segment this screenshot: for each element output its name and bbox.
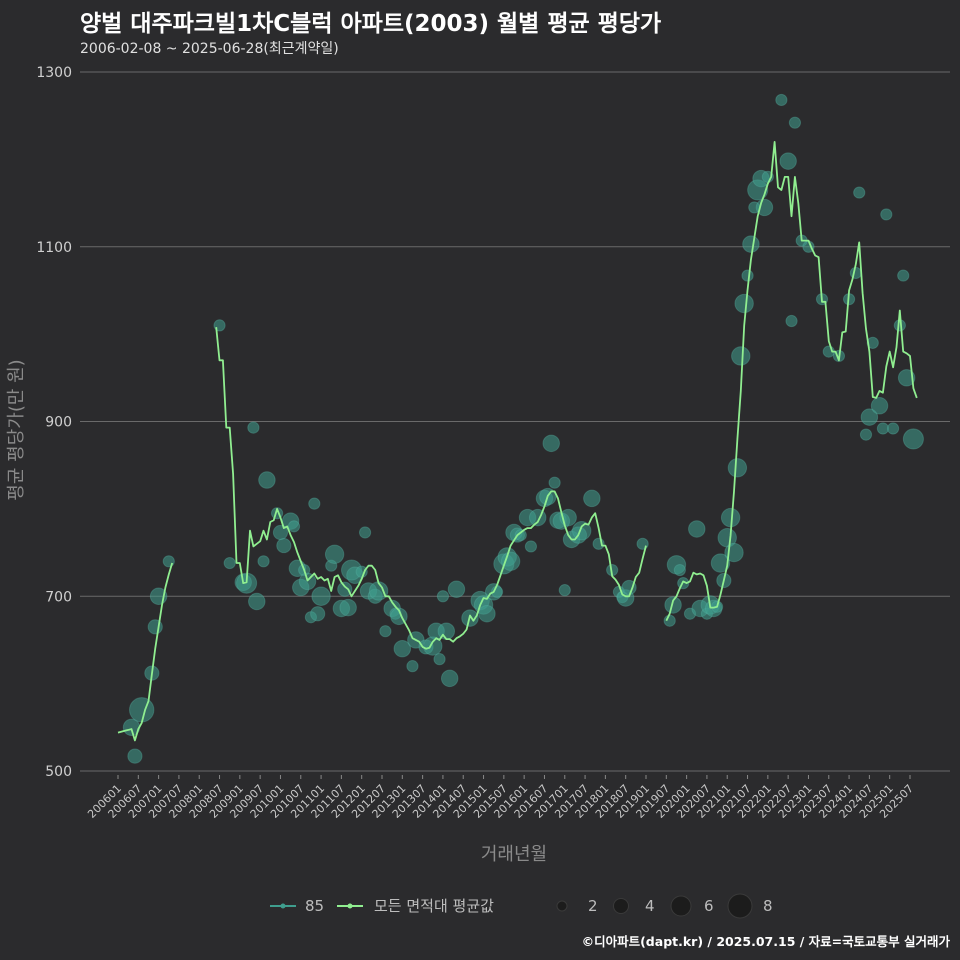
scatter-point[interactable] (902, 428, 924, 450)
y-tick-label: 500 (45, 764, 72, 780)
scatter-point[interactable] (393, 639, 412, 658)
y-tick-labels: 500 700 900 1100 1300 (36, 65, 72, 780)
legend-size-6: 6 (670, 895, 714, 917)
scatter-point[interactable] (528, 508, 547, 527)
scatter-point[interactable] (500, 551, 521, 571)
scatter-point[interactable] (337, 581, 353, 597)
scatter-point[interactable] (775, 93, 788, 107)
scatter-point[interactable] (308, 497, 321, 510)
average-line-segment[interactable] (117, 562, 174, 742)
scatter-point[interactable] (788, 116, 802, 129)
scatter-point[interactable] (859, 428, 873, 441)
grid-layer (80, 71, 950, 772)
scatter-point[interactable] (433, 653, 446, 666)
chart-title: 양벌 대주파크빌1차C블럭 아파트(2003) 월별 평균 평당가 (80, 11, 662, 37)
scatter-point[interactable] (897, 369, 916, 387)
scatter-point[interactable] (310, 606, 326, 622)
scatter-point[interactable] (849, 266, 862, 280)
scatter-point[interactable] (258, 471, 276, 489)
source-credit: ©디아파트(dapt.kr) / 2025.07.15 / 자료=국토교통부 실… (581, 934, 950, 949)
scatter-point[interactable] (663, 614, 676, 627)
scatter-point[interactable] (406, 660, 419, 673)
legend-size-label-2: 2 (588, 897, 598, 915)
y-tick-label: 1300 (36, 65, 72, 81)
legend-size-label-8: 8 (763, 897, 773, 915)
scatter-point[interactable] (257, 555, 270, 568)
scatter-point[interactable] (129, 697, 155, 723)
scatter-point[interactable] (287, 520, 301, 533)
scatter-point[interactable] (248, 592, 266, 611)
scatter-point[interactable] (710, 553, 731, 573)
x-tick-labels: 2006012006072007012007072008012008072009… (85, 775, 916, 821)
scatter-point[interactable] (779, 152, 797, 170)
legend-item-average[interactable]: 모든 면적대 평균값 (337, 897, 494, 915)
legend-size-4: 4 (613, 897, 655, 915)
scatter-point[interactable] (558, 584, 571, 597)
scatter-point[interactable] (127, 748, 143, 764)
legend-size-circle-2 (556, 900, 568, 912)
chart-subtitle: 2006-02-08 ~ 2025-06-28(최근계약일) (80, 41, 339, 57)
scatter-point[interactable] (673, 563, 686, 577)
x-axis-title: 거래년월 (481, 844, 547, 865)
scatter-point[interactable] (247, 421, 260, 434)
legend-item-85[interactable]: 85 (270, 897, 324, 915)
scatter-point[interactable] (583, 489, 601, 508)
legend-label-average: 모든 면적대 평균값 (374, 897, 494, 915)
scatter-point[interactable] (853, 186, 866, 199)
y-axis-title: 평균 평당가(만 원) (6, 359, 27, 500)
scatter-point[interactable] (742, 235, 760, 253)
scatter-point[interactable] (886, 422, 900, 435)
scatter-point[interactable] (860, 408, 879, 426)
legend-size-2: 2 (556, 897, 598, 915)
legend: 85 모든 면적대 평균값 2 4 6 8 (270, 893, 773, 919)
average-line (117, 140, 918, 742)
scatter-point[interactable] (785, 314, 798, 328)
scatter-points (122, 93, 924, 764)
scatter-point[interactable] (339, 598, 357, 617)
scatter-point[interactable] (866, 336, 879, 349)
legend-label-85: 85 (305, 897, 324, 915)
scatter-point[interactable] (870, 397, 889, 415)
scatter-point[interactable] (727, 458, 748, 478)
legend-size-circle-4 (613, 898, 629, 914)
legend-size-label-6: 6 (704, 897, 714, 915)
average-line-segment[interactable] (665, 140, 918, 622)
legend-size-label-4: 4 (645, 897, 655, 915)
scatter-point[interactable] (688, 520, 706, 538)
scatter-point[interactable] (548, 476, 561, 489)
scatter-point[interactable] (162, 555, 175, 568)
legend-size-circle-8 (727, 893, 753, 919)
scatter-point[interactable] (897, 269, 910, 282)
scatter-point[interactable] (311, 586, 331, 606)
scatter-point[interactable] (436, 590, 450, 603)
scatter-point[interactable] (478, 604, 496, 623)
scatter-point[interactable] (542, 434, 560, 453)
scatter-point[interactable] (664, 596, 682, 614)
legend-dot-85 (280, 903, 286, 909)
average-line-segment[interactable] (215, 327, 647, 650)
scatter-point[interactable] (876, 422, 890, 435)
scatter-point[interactable] (276, 537, 292, 554)
scatter-point[interactable] (355, 565, 368, 578)
legend-size-circle-6 (670, 895, 692, 917)
scatter-point[interactable] (358, 526, 372, 539)
scatter-point[interactable] (734, 293, 754, 314)
scatter-point[interactable] (636, 537, 649, 550)
scatter-point[interactable] (440, 669, 459, 688)
scatter-point[interactable] (741, 269, 754, 282)
scatter-point[interactable] (447, 580, 466, 598)
y-tick-label: 1100 (36, 240, 72, 256)
scatter-point[interactable] (731, 346, 751, 366)
scatter-point[interactable] (379, 625, 392, 638)
legend-dot-average (347, 903, 353, 909)
legend-size-8: 8 (727, 893, 773, 919)
scatter-point[interactable] (324, 544, 345, 565)
scatter-point[interactable] (880, 208, 893, 221)
scatter-point[interactable] (524, 540, 538, 553)
scatter-point[interactable] (514, 528, 527, 542)
y-tick-label: 900 (45, 415, 72, 431)
y-tick-label: 700 (45, 589, 72, 605)
scatter-point[interactable] (223, 556, 236, 570)
